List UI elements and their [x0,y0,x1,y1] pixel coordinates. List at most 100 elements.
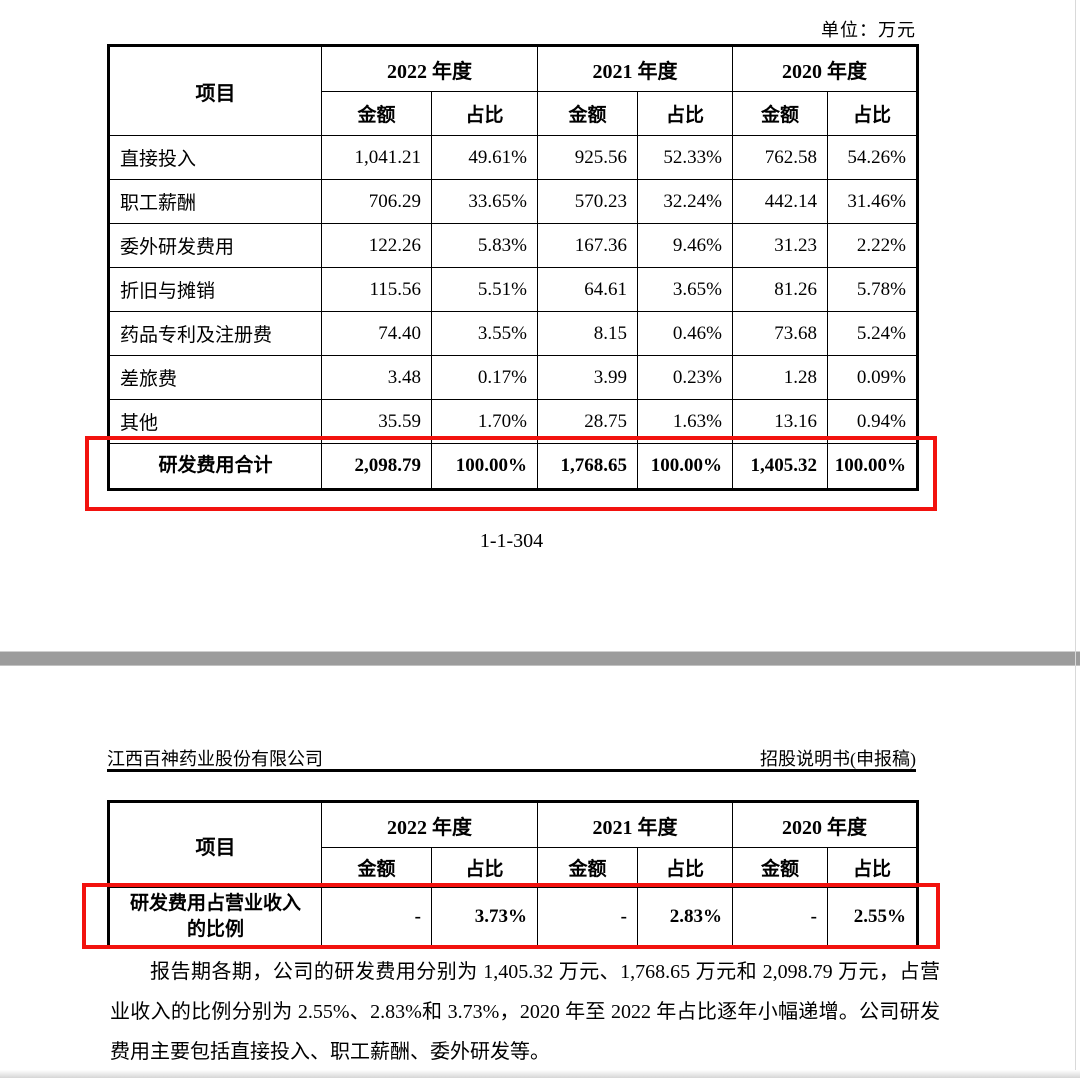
row-value: - [732,887,828,948]
row-label: 直接投入 [108,135,322,180]
row-value: 3.99 [537,355,638,400]
row-label: 折旧与摊销 [108,267,322,312]
row-value: 0.23% [637,355,733,400]
col-header-year-2020: 2020 年度 [732,45,918,92]
page2-running-header: 江西百神药业股份有限公司 招股说明书(申报稿) [107,745,916,771]
col-header-amount: 金额 [321,847,432,888]
col-header-year-2022: 2022 年度 [321,801,538,848]
row-value: 74.40 [321,311,432,356]
col-header-item: 项目 [108,801,322,888]
row-value: 762.58 [732,135,828,180]
row-value: 1,768.65 [537,443,638,490]
viewer-right-edge-line [1075,0,1076,1078]
viewer-bottom-edge [0,1070,1080,1078]
row-label: 药品专利及注册费 [108,311,322,356]
table2-header: 项目 2022 年度 2021 年度 2020 年度 金额 占比 金额 占比 金… [108,801,918,888]
row-label: 研发费用占营业收入 的比例 [108,887,322,948]
row-value: 3.73% [431,887,538,948]
row-value: 5.24% [827,311,918,356]
row-value: 3.65% [637,267,733,312]
table-row: 职工薪酬 706.29 33.65% 570.23 32.24% 442.14 31.46% [108,179,918,224]
col-header-year-2020: 2020 年度 [732,801,918,848]
row-label: 职工薪酬 [108,179,322,224]
row-value: 0.09% [827,355,918,400]
col-header-amount: 金额 [537,91,638,136]
col-header-ratio: 占比 [637,91,733,136]
row-value: 0.94% [827,399,918,444]
row-label: 差旅费 [108,355,322,400]
page-separator-bar [0,651,1080,666]
table-row: 委外研发费用 122.26 5.83% 167.36 9.46% 31.23 2.22% [108,223,918,268]
row-value: 570.23 [537,179,638,224]
rd-expense-breakdown-table: 项目 2022 年度 2021 年度 2020 年度 金额 占比 金额 占比 金… [107,44,919,491]
col-header-amount: 金额 [321,91,432,136]
col-header-ratio: 占比 [431,847,538,888]
row-value: 73.68 [732,311,828,356]
row-value: 115.56 [321,267,432,312]
row-value: 1.63% [637,399,733,444]
row-label: 委外研发费用 [108,223,322,268]
row-label: 研发费用合计 [108,443,322,490]
row-value: 442.14 [732,179,828,224]
table2-body: 研发费用占营业收入 的比例 -3.73% -2.83% -2.55% [108,887,918,948]
table-row: 直接投入 1,041.21 49.61% 925.56 52.33% 762.58 54.2… [108,135,918,180]
row-value: 33.65% [431,179,538,224]
row-value: 64.61 [537,267,638,312]
row-value: 1.28 [732,355,828,400]
row-value: - [321,887,432,948]
table-row: 其他 35.59 1.70% 28.75 1.63% 13.16 0.94% [108,399,918,444]
row-value: 3.48 [321,355,432,400]
row-value: 2.22% [827,223,918,268]
row-value: 5.78% [827,267,918,312]
col-header-year-2022: 2022 年度 [321,45,538,92]
row-value: 8.15 [537,311,638,356]
row-value: 31.23 [732,223,828,268]
unit-label: 单位：万元 [821,20,916,40]
col-header-year-2021: 2021 年度 [537,45,733,92]
row-value: 0.17% [431,355,538,400]
col-header-year-2021: 2021 年度 [537,801,733,848]
table-total-row: 研发费用占营业收入 的比例 -3.73% -2.83% -2.55% [108,887,918,948]
table-total-row: 研发费用合计 2,098.79 100.00% 1,768.65 100.00% 1,40… [108,443,918,490]
row-value: 54.26% [827,135,918,180]
row-value: 28.75 [537,399,638,444]
row-value: 2.55% [827,887,918,948]
row-value: 1,405.32 [732,443,828,490]
body-paragraph: 报告期各期，公司的研发费用分别为 1,405.32 万元、1,768.65 万元… [110,961,940,1063]
subheader-row: 金额 占比 金额 占比 金额 占比 [109,847,918,888]
row-value: 5.51% [431,267,538,312]
rd-revenue-ratio-table: 项目 2022 年度 2021 年度 2020 年度 金额 占比 金额 占比 金… [107,800,919,949]
row-value: 49.61% [431,135,538,180]
row-value: 1,041.21 [321,135,432,180]
row-value: 1.70% [431,399,538,444]
row-value: 100.00% [431,443,538,490]
row-value: 2.83% [637,887,733,948]
col-header-amount: 金额 [732,847,828,888]
col-header-ratio: 占比 [431,91,538,136]
row-value: 100.00% [637,443,733,490]
row-value: 122.26 [321,223,432,268]
header-rule [107,769,916,772]
row-value: 81.26 [732,267,828,312]
row-value: 100.00% [827,443,918,490]
row-value: 13.16 [732,399,828,444]
row-value: 35.59 [321,399,432,444]
subheader-row: 金额 占比 金额 占比 金额 占比 [109,91,918,136]
row-value: 0.46% [637,311,733,356]
row-value: 706.29 [321,179,432,224]
table-row: 药品专利及注册费 74.40 3.55% 8.15 0.46% 73.68 5.24% [108,311,918,356]
company-name: 江西百神药业股份有限公司 [107,749,323,769]
col-header-amount: 金额 [732,91,828,136]
row-value: 2,098.79 [321,443,432,490]
year-header-row: 项目 2022 年度 2021 年度 2020 年度 [108,801,918,888]
row-value: 925.56 [537,135,638,180]
col-header-ratio: 占比 [637,847,733,888]
table1-header: 项目 2022 年度 2021 年度 2020 年度 金额 占比 金额 占比 金… [108,45,918,136]
row-value: 5.83% [431,223,538,268]
row-value: 52.33% [637,135,733,180]
table-row: 折旧与摊销 115.56 5.51% 64.61 3.65% 81.26 5.78% [108,267,918,312]
row-value: 9.46% [637,223,733,268]
col-header-amount: 金额 [537,847,638,888]
row-value: - [537,887,638,948]
